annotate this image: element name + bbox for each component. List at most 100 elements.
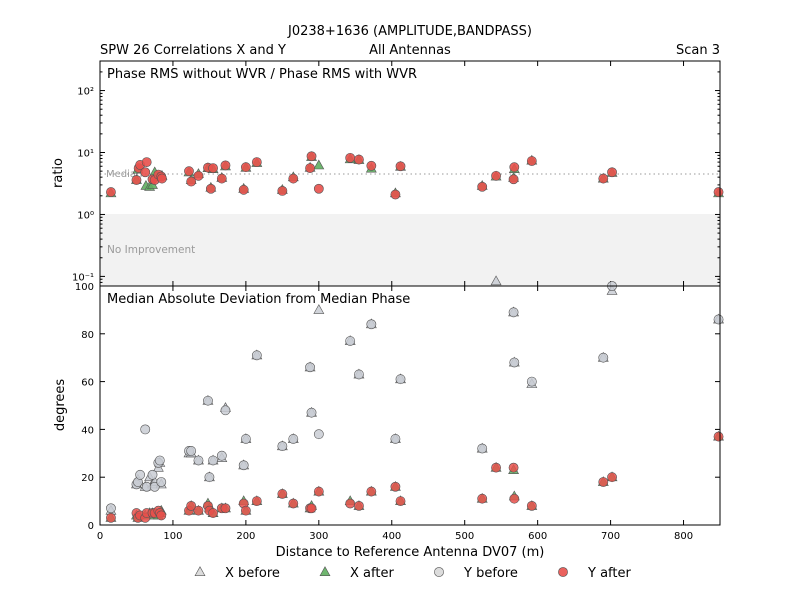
ratio-point-y-after bbox=[305, 163, 315, 174]
deviation-point-y-before bbox=[106, 503, 116, 514]
deviation-point-y-after bbox=[366, 486, 377, 497]
distance-x-tick-label: 200 bbox=[236, 531, 255, 542]
deviation-y-axis-label: degrees bbox=[53, 379, 68, 432]
ratio-point-y-after bbox=[607, 167, 617, 178]
deviation-point-y-before bbox=[713, 314, 724, 325]
deviation-point-y-before bbox=[154, 455, 165, 466]
deviation-point-y-after bbox=[220, 503, 231, 514]
distance-x-tick-label: 800 bbox=[674, 531, 693, 542]
legend-label: Y before bbox=[463, 566, 518, 581]
deviation-point-y-before bbox=[366, 319, 377, 330]
deviation-point-y-after bbox=[509, 493, 520, 504]
deviation-y-tick-label: 0 bbox=[88, 521, 94, 532]
deviation-point-y-before bbox=[306, 407, 317, 418]
deviation-point-y-before bbox=[390, 434, 401, 444]
ratio-point-y-after bbox=[216, 173, 227, 184]
ratio-point-y-after bbox=[240, 162, 251, 173]
ratio-point-y-after bbox=[288, 173, 299, 184]
ratio-point-y-after bbox=[713, 187, 724, 197]
ratio-point-y-after bbox=[306, 151, 317, 162]
ratio-panel: Median No Improvement 10⁻¹ 10⁰ 10¹ 10² Phas… bbox=[51, 60, 724, 287]
deviation-point-y-before bbox=[140, 424, 151, 435]
deviation-point-y-before bbox=[203, 395, 213, 406]
deviation-point-y-after bbox=[390, 481, 401, 492]
deviation-point-y-after bbox=[288, 498, 299, 509]
deviation-point-y-before bbox=[345, 336, 356, 346]
deviation-point-y-after bbox=[526, 500, 537, 511]
ratio-y-tick-label: 10⁰ bbox=[77, 210, 94, 221]
deviation-point-y-after bbox=[607, 472, 617, 483]
deviation-markers bbox=[105, 275, 724, 523]
deviation-point-y-before bbox=[238, 460, 249, 471]
legend-marker-x-before bbox=[194, 566, 206, 576]
ratio-y-axis-label: ratio bbox=[51, 158, 66, 188]
ratio-markers bbox=[105, 151, 724, 200]
legend-marker-y-before bbox=[434, 567, 444, 577]
deviation-point-y-before bbox=[186, 446, 197, 456]
ratio-point-y-after bbox=[277, 186, 288, 196]
deviation-point-y-after bbox=[106, 512, 116, 523]
deviation-point-y-after bbox=[186, 500, 197, 511]
ratio-point-y-after bbox=[141, 157, 152, 168]
deviation-point-y-after bbox=[156, 510, 167, 521]
legend-label: Y after bbox=[587, 566, 631, 581]
legend-label: X before bbox=[225, 566, 280, 581]
deviation-point-y-before bbox=[313, 429, 324, 440]
deviation-y-tick-label: 60 bbox=[81, 378, 94, 389]
distance-x-tick-label: 600 bbox=[528, 531, 547, 542]
distance-x-ticks: 0 100 200 300 400 500 600 700 800 bbox=[97, 61, 693, 542]
ratio-panel-title: Phase RMS without WVR / Phase RMS with W… bbox=[107, 67, 417, 82]
deviation-panel: 0 20 40 60 80 100 0 100 200 300 400 500 600 700 800 M… bbox=[53, 61, 724, 560]
ratio-point-y-after bbox=[390, 189, 401, 200]
ratio-point-y-after bbox=[345, 152, 356, 163]
scan-label: Scan 3 bbox=[676, 43, 720, 58]
deviation-y-tick-label: 40 bbox=[81, 425, 94, 436]
deviation-point-y-before bbox=[147, 469, 158, 480]
deviation-point-y-after bbox=[395, 496, 406, 506]
ratio-point-y-after bbox=[477, 181, 488, 192]
ratio-point-y-after bbox=[354, 154, 364, 165]
ratio-y-tick-label: 10² bbox=[77, 87, 94, 98]
ratio-point-y-after bbox=[131, 175, 142, 185]
deviation-point-y-before bbox=[220, 405, 231, 416]
distance-x-tick-label: 100 bbox=[163, 531, 182, 542]
ratio-y-ticks: 10⁻¹ 10⁰ 10¹ 10² bbox=[72, 60, 720, 283]
deviation-point-y-before bbox=[305, 362, 315, 373]
ratio-point-y-after bbox=[598, 173, 609, 184]
deviation-point-y-after bbox=[193, 505, 204, 516]
deviation-point-y-before bbox=[277, 441, 288, 452]
deviation-point-y-before bbox=[395, 374, 406, 385]
deviation-point-y-after bbox=[313, 486, 324, 497]
ratio-point-y-after bbox=[395, 161, 406, 172]
deviation-point-y-after bbox=[277, 489, 288, 499]
distance-x-tick-label: 700 bbox=[601, 531, 620, 542]
spw-label: SPW 26 Correlations X and Y bbox=[100, 43, 286, 58]
legend-marker-y-after bbox=[558, 567, 568, 577]
x-axis-label: Distance to Reference Antenna DV07 (m) bbox=[276, 545, 545, 560]
ratio-point-y-after bbox=[238, 184, 249, 195]
deviation-point-y-after bbox=[713, 431, 724, 442]
deviation-point-y-before bbox=[135, 469, 146, 480]
deviation-point-y-after bbox=[598, 477, 609, 487]
deviation-point-y-after bbox=[354, 500, 364, 511]
ratio-point-y-after bbox=[366, 160, 377, 171]
deviation-point-y-before bbox=[508, 307, 519, 318]
deviation-panel-title: Median Absolute Deviation from Median Ph… bbox=[107, 292, 410, 307]
distance-x-tick-label: 300 bbox=[309, 531, 328, 542]
deviation-point-y-before bbox=[526, 376, 537, 387]
ratio-point-y-after bbox=[140, 167, 151, 178]
ratio-point-y-after bbox=[186, 176, 197, 187]
deviation-point-y-before bbox=[149, 481, 160, 492]
legend-marker-x-after bbox=[319, 566, 331, 576]
deviation-point-y-before bbox=[509, 357, 520, 368]
ratio-y-tick-label: 10¹ bbox=[77, 149, 94, 160]
median-label: Median bbox=[106, 169, 142, 180]
distance-x-tick-label: 500 bbox=[455, 531, 474, 542]
deviation-point-y-before bbox=[156, 477, 167, 487]
deviation-point-y-before bbox=[216, 450, 227, 461]
ratio-point-y-after bbox=[508, 174, 519, 185]
deviation-point-y-after bbox=[477, 493, 488, 504]
deviation-y-tick-label: 80 bbox=[81, 330, 94, 341]
deviation-point-x-before bbox=[490, 275, 502, 286]
